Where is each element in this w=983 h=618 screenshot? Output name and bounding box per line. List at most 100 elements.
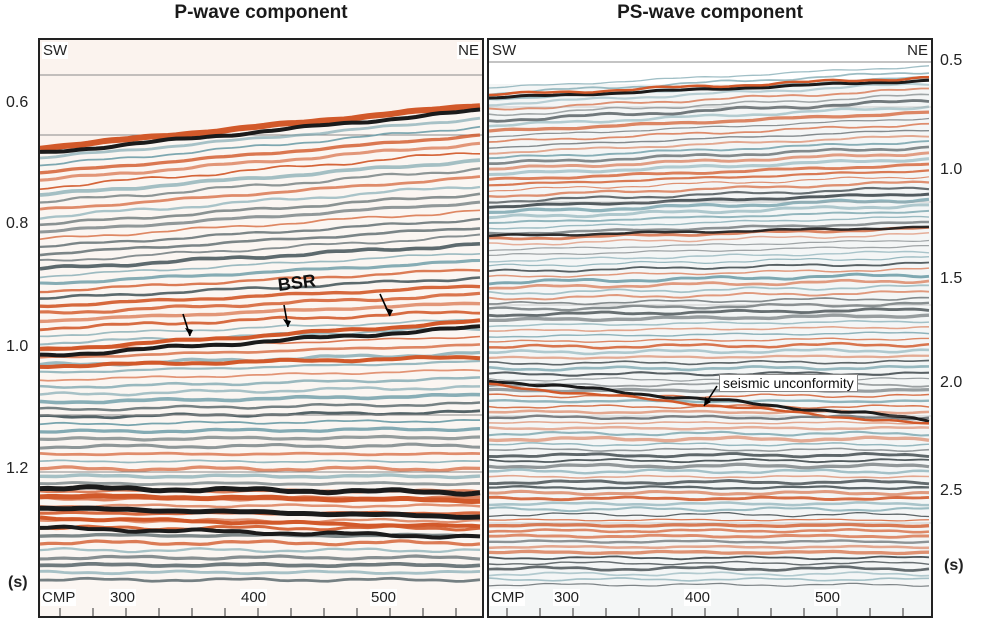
ps-reflector <box>489 220 929 236</box>
ps-reflector <box>489 169 930 187</box>
unconformity-arrowhead <box>704 397 711 406</box>
p-reflector <box>40 547 481 554</box>
right-axis-unit: (s) <box>944 557 964 574</box>
ps-reflector <box>489 571 930 577</box>
p-reflector <box>40 442 481 450</box>
ps-reflector <box>489 533 930 539</box>
ps-reflector <box>489 518 930 522</box>
bsr-arrowhead <box>185 328 193 336</box>
p-deep-reflector <box>40 515 481 529</box>
p-reflector <box>40 481 481 487</box>
ps-reflector <box>489 430 930 437</box>
ps-strong-reflector <box>489 75 930 97</box>
ps-reflector <box>489 528 930 534</box>
ps-reflector <box>489 140 930 160</box>
ps-wave-title: PS-wave component <box>617 2 803 23</box>
ps-reflector <box>489 110 930 133</box>
p-reflector <box>40 392 481 405</box>
ps-reflector <box>489 555 930 561</box>
ps-reflector <box>489 284 930 295</box>
right-tick-2.5: 2.5 <box>940 482 963 499</box>
ps-reflector <box>489 215 930 230</box>
p-reflector <box>40 175 481 211</box>
ps-reflector <box>489 539 930 544</box>
ps-reflector <box>489 256 930 267</box>
ps-reflector <box>489 458 930 464</box>
ps-reflector <box>489 151 930 171</box>
p-reflector <box>40 426 481 435</box>
ps-reflector <box>489 495 930 502</box>
p-reflector <box>40 227 481 257</box>
ps-reflector <box>489 425 930 431</box>
ps-reflector <box>489 522 930 529</box>
p-reflector <box>40 167 481 204</box>
p-seafloor-reflector <box>40 103 481 152</box>
ps-reflector <box>489 301 930 312</box>
ps-reflector <box>489 577 930 582</box>
p-reflector <box>40 133 481 175</box>
ps-reflector <box>489 278 930 290</box>
ps-reflector <box>489 129 930 149</box>
ps-strong-reflector <box>489 78 930 100</box>
ps-reflector <box>489 157 930 177</box>
p-ne-label: NE <box>457 42 480 59</box>
p-cmp-tick-500: 500 <box>370 589 398 606</box>
p-deep-reflector <box>40 524 481 540</box>
p-reflector <box>40 158 481 197</box>
ps-reflector <box>489 180 930 198</box>
ps-reflector <box>489 347 930 356</box>
p-sw-label: SW <box>42 42 69 59</box>
ps-reflector <box>489 239 930 252</box>
ps-ne-label: NE <box>906 42 929 59</box>
p-reflector <box>40 185 481 220</box>
right-tick-0.5: 0.5 <box>940 52 963 69</box>
right-tick-2.0: 2.0 <box>940 374 963 391</box>
p-bsr-reflector <box>40 355 481 370</box>
ps-cmp-label: CMP <box>490 589 526 606</box>
p-seafloor-reflector <box>40 107 481 154</box>
right-tick-1.0: 1.0 <box>940 161 963 178</box>
p-reflector <box>40 561 481 569</box>
p-reflector <box>40 376 481 389</box>
p-cmp-tick-300: 300 <box>109 589 137 606</box>
seismic-unconformity-label: seismic unconformity <box>719 374 858 392</box>
p-reflector <box>40 554 481 561</box>
ps-reflector <box>489 452 930 459</box>
p-reflector <box>40 369 481 382</box>
p-reflector <box>40 192 481 227</box>
ps-reflector <box>489 135 930 155</box>
p-reflector <box>40 539 481 547</box>
ps-cmp-tick-300: 300 <box>553 589 581 606</box>
ps-reflector <box>489 337 929 343</box>
ps-reflector <box>489 192 930 209</box>
ps-unconformity-reflector <box>489 382 930 425</box>
ps-reflector <box>489 117 930 138</box>
p-reflector <box>40 451 481 457</box>
ps-reflector <box>489 560 930 566</box>
p-reflector <box>40 569 481 576</box>
right-tick-1.5: 1.5 <box>940 270 963 287</box>
p-reflector <box>40 116 481 160</box>
ps-reflector <box>489 267 930 278</box>
ps-reflector <box>489 320 930 328</box>
ps-wave-seismic-image <box>489 40 931 616</box>
ps-reflector <box>489 474 930 479</box>
p-deep-reflector <box>40 505 481 520</box>
ps-reflector <box>489 359 930 366</box>
p-wave-section: SW NE CMP 300 400 500 BSR <box>38 38 484 618</box>
ps-reflector <box>489 261 930 273</box>
ps-reflector <box>489 435 930 443</box>
left-tick-1.2: 1.2 <box>6 460 29 477</box>
p-reflector <box>40 291 481 315</box>
ps-reflector <box>489 209 930 224</box>
ps-reflector <box>489 203 930 220</box>
p-reflector <box>40 125 481 167</box>
ps-reflector <box>489 105 930 128</box>
p-bsr-reflector <box>40 324 481 358</box>
p-reflector <box>40 359 481 374</box>
p-wave-title: P-wave component <box>174 2 348 23</box>
ps-reflector <box>489 82 930 107</box>
ps-reflector <box>489 511 930 518</box>
ps-reflector <box>489 99 930 123</box>
ps-reflector <box>489 176 930 192</box>
